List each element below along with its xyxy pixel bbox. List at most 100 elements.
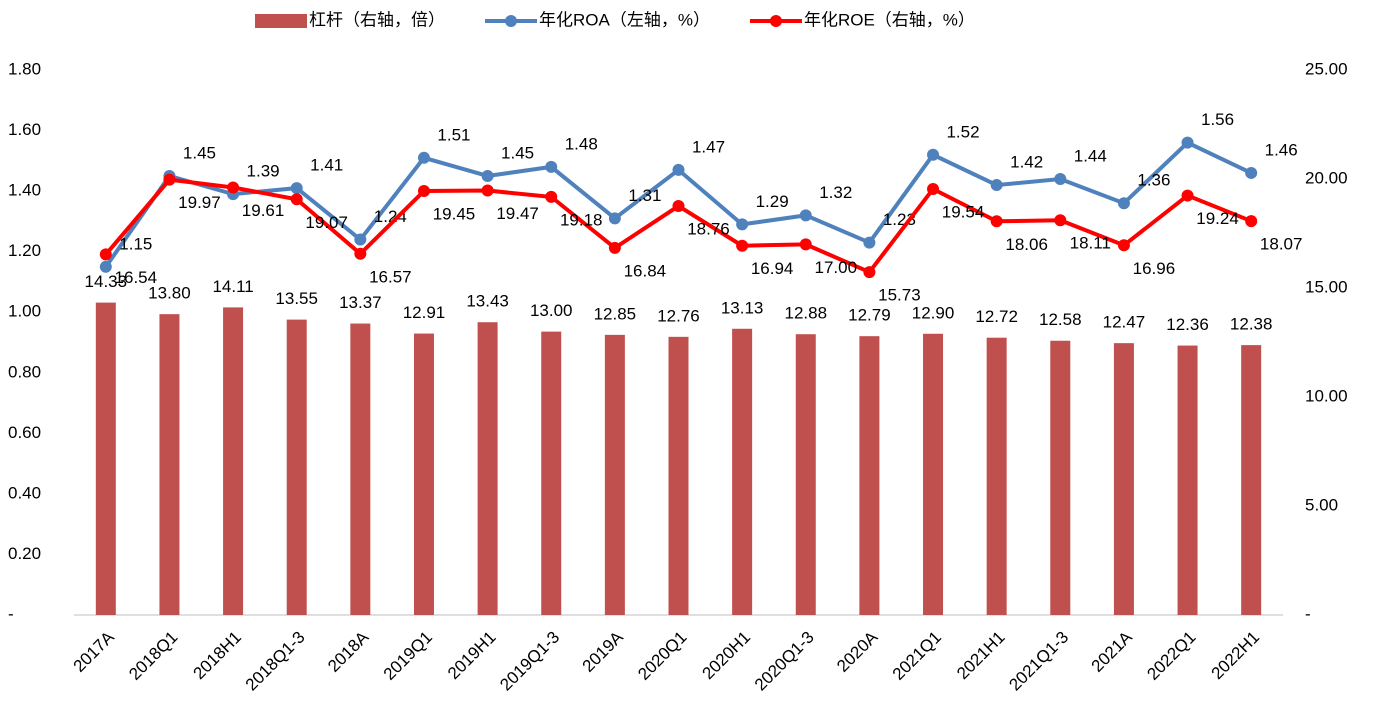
line-value-label: 1.15 <box>119 234 152 253</box>
x-tick-label: 2020Q1-3 <box>751 628 818 695</box>
line-value-label: 15.73 <box>878 286 921 305</box>
x-tick-label: 2017A <box>70 627 119 676</box>
line-value-label: 1.51 <box>437 125 470 144</box>
y2-tick-label: 20.00 <box>1305 168 1348 187</box>
line-marker <box>672 163 685 176</box>
bar-value-label: 12.58 <box>1039 310 1082 329</box>
bar <box>477 322 498 615</box>
line-marker <box>736 218 749 231</box>
bar-value-label: 12.76 <box>657 306 700 325</box>
bar <box>350 323 371 615</box>
line-marker <box>799 209 812 222</box>
legend-label: 年化ROE（右轴，%） <box>804 10 975 29</box>
line-marker <box>927 148 940 161</box>
bar <box>95 302 116 615</box>
legend-swatch <box>769 15 782 27</box>
legend-swatch <box>255 14 307 28</box>
line-marker <box>799 238 812 251</box>
line-marker <box>99 260 112 273</box>
line-value-label: 1.29 <box>756 192 789 211</box>
line-value-label: 19.07 <box>305 213 348 232</box>
line-marker <box>417 151 430 164</box>
line-marker <box>545 160 558 173</box>
bar-value-label: 12.47 <box>1103 313 1146 332</box>
bar-value-label: 12.72 <box>975 307 1018 326</box>
y2-tick-label: - <box>1305 604 1311 623</box>
line-value-label: 1.46 <box>1265 140 1298 159</box>
x-tick-label: 2022Q1 <box>1143 628 1199 684</box>
line-marker <box>290 193 303 206</box>
bar <box>859 336 880 615</box>
bar-value-label: 13.55 <box>275 289 318 308</box>
line-marker <box>354 247 367 260</box>
line-marker <box>1054 214 1067 227</box>
line-value-label: 19.47 <box>496 204 539 223</box>
x-tick-label: 2019A <box>579 627 628 676</box>
line-marker <box>1117 197 1130 210</box>
y-tick-label: 1.80 <box>8 59 41 78</box>
line-value-label: 16.54 <box>115 268 158 287</box>
y-tick-label: 1.60 <box>8 120 41 139</box>
bar <box>1241 345 1262 615</box>
line-value-label: 18.07 <box>1260 235 1303 254</box>
line-value-label: 1.47 <box>692 137 725 156</box>
x-tick-label: 2021A <box>1088 627 1137 676</box>
y-tick-label: 0.20 <box>8 544 41 563</box>
line-marker <box>990 215 1003 228</box>
line-value-label: 17.00 <box>814 258 857 277</box>
line-value-label: 19.61 <box>242 201 285 220</box>
line-marker <box>990 179 1003 192</box>
x-tick-label: 2018Q1-3 <box>242 628 309 695</box>
line-marker <box>99 248 112 261</box>
bar-value-label: 12.85 <box>594 304 637 323</box>
y-tick-label: - <box>8 604 14 623</box>
line-marker <box>163 173 176 186</box>
line-value-label: 16.84 <box>624 261 667 280</box>
y2-tick-label: 10.00 <box>1305 386 1348 405</box>
y-tick-label: 1.00 <box>8 302 41 321</box>
line-value-label: 1.52 <box>946 122 979 141</box>
bar-value-label: 13.80 <box>148 284 191 303</box>
line-value-label: 18.06 <box>1005 235 1048 254</box>
line-marker <box>608 241 621 254</box>
y-tick-label: 1.40 <box>8 181 41 200</box>
y2-tick-label: 15.00 <box>1305 277 1348 296</box>
line-value-label: 1.56 <box>1201 110 1234 129</box>
bar <box>1050 340 1071 615</box>
line-marker <box>354 233 367 246</box>
line-marker <box>1181 189 1194 202</box>
line-value-label: 18.11 <box>1070 234 1111 253</box>
legend-label: 杠杆（右轴，倍） <box>309 10 445 29</box>
x-tick-label: 2021H1 <box>953 628 1009 684</box>
line-value-label: 19.45 <box>433 204 476 223</box>
x-tick-label: 2019Q1-3 <box>496 628 563 695</box>
bar <box>223 307 244 615</box>
line-marker <box>863 236 876 249</box>
bar <box>286 319 307 615</box>
line-marker <box>1245 215 1258 228</box>
line-value-label: 16.96 <box>1133 259 1176 278</box>
bar <box>795 334 816 615</box>
x-tick-label: 2018A <box>324 627 373 676</box>
line-value-label: 16.94 <box>751 259 794 278</box>
line-marker <box>227 181 240 194</box>
bar <box>413 333 434 615</box>
line-marker <box>608 212 621 225</box>
line-marker <box>290 182 303 195</box>
line-value-label: 1.31 <box>628 186 661 205</box>
line-value-label: 1.32 <box>819 183 852 202</box>
line-value-label: 19.54 <box>942 203 985 222</box>
x-tick-label: 2021Q1-3 <box>1005 628 1072 695</box>
line-value-label: 1.45 <box>501 143 534 162</box>
line-value-label: 19.97 <box>178 193 221 212</box>
line-value-label: 1.36 <box>1137 171 1170 190</box>
bar-value-label: 12.36 <box>1166 315 1209 334</box>
bar-value-label: 12.88 <box>784 304 827 323</box>
bar-value-label: 12.90 <box>912 303 955 322</box>
y-tick-label: 0.80 <box>8 362 41 381</box>
line-marker <box>1181 136 1194 149</box>
bar <box>541 331 562 615</box>
bar-value-label: 14.11 <box>212 277 253 296</box>
y2-tick-label: 5.00 <box>1305 495 1338 514</box>
line-marker <box>927 183 940 196</box>
